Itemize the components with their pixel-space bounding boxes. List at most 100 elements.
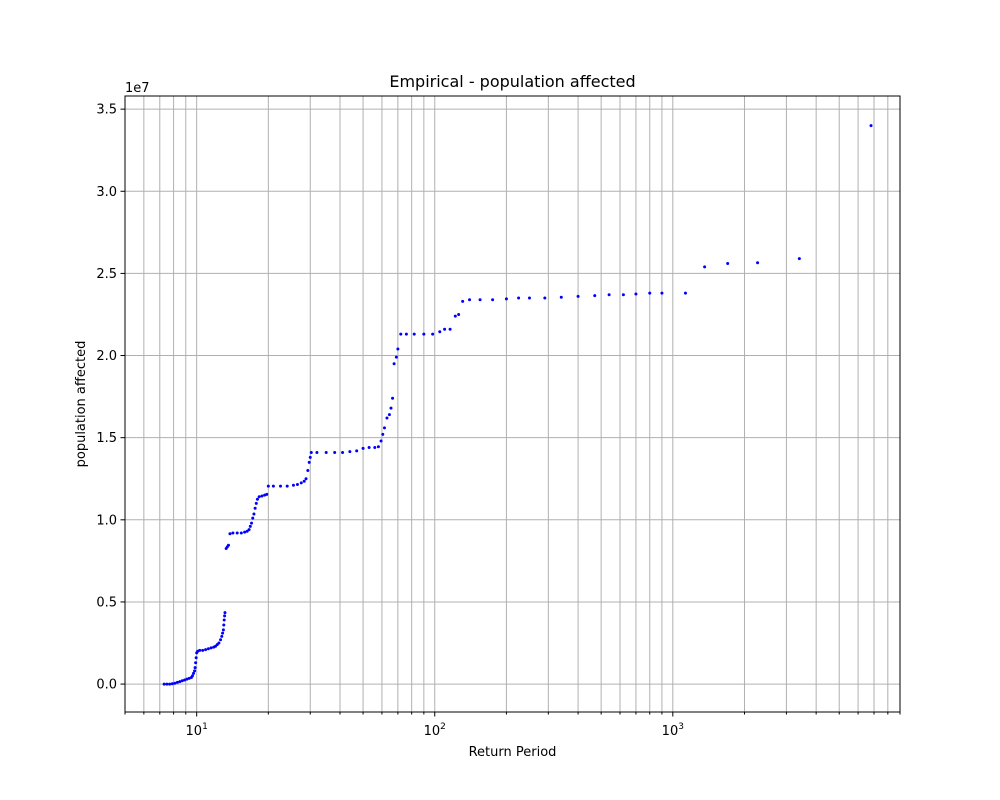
data-point [183,678,187,682]
data-point [396,347,400,351]
data-point [178,680,182,684]
data-point [204,648,208,652]
data-point [193,669,197,673]
data-point [660,291,664,295]
data-point [222,618,226,622]
data-point [193,666,197,670]
data-point [265,492,269,496]
data-point [279,484,283,488]
grid [124,96,901,712]
data-point [422,332,426,336]
data-point [559,295,563,299]
data-point [399,332,403,336]
y-tick-label: 1.0 [96,513,117,528]
x-tick-label: 102 [424,722,446,739]
data-point [306,469,310,473]
data-point [180,679,184,683]
data-point [392,362,396,366]
y-axis-ticks: 0.0 0.5 1.0 1.5 2.0 2.5 3.0 3.5 [96,103,125,693]
data-point [341,450,345,454]
data-point [302,479,306,483]
data-point [387,413,391,417]
data-point [168,682,172,686]
data-point [235,531,239,535]
y-tick-label: 3.5 [96,103,117,118]
data-point [504,297,508,301]
data-point [309,450,313,454]
data-point [307,460,311,464]
data-point [165,682,169,686]
data-point [576,294,580,298]
y-axis-label: population affected [74,341,89,468]
data-point [190,674,194,678]
data-point [223,614,227,618]
data-point [266,484,270,488]
x-axis-label: Return Period [469,745,557,760]
data-point [348,450,352,454]
data-point [443,327,447,331]
data-point [209,646,213,650]
data-point [527,296,531,300]
data-point [593,294,597,298]
data-point [247,528,251,532]
data-point [703,265,707,269]
data-point [226,543,230,547]
data-point [333,450,337,454]
y-tick-label: 3.0 [96,185,117,200]
data-point [756,261,760,265]
data-point [431,332,435,336]
plot-frame [124,95,901,713]
data-point [404,332,408,336]
data-point [162,682,166,686]
data-point [683,291,687,295]
data-point [634,292,638,296]
data-point [194,661,198,665]
data-point [295,482,299,486]
data-point [248,524,252,528]
data-point [257,495,261,499]
data-point [373,446,377,450]
data-point [254,501,258,505]
data-point [221,631,225,635]
data-point [457,312,461,316]
chart-title: Empirical - population affected [389,72,635,91]
data-point [355,449,359,453]
data-point [381,432,385,436]
y-tick-label: 2.0 [96,349,117,364]
data-point [175,680,179,684]
data-point [448,327,452,331]
data-point [221,628,225,632]
data-point [478,298,482,302]
data-point [291,483,295,487]
data-point [252,512,256,516]
data-point [285,484,289,488]
data-point [648,291,652,295]
data-point [201,648,205,652]
data-point [223,611,227,615]
y-tick-label: 1.5 [96,431,117,446]
data-point [194,656,198,660]
data-point [231,531,235,535]
data-point [543,296,547,300]
data-point [219,638,223,642]
y-tick-label: 0.0 [96,678,117,693]
data-point [192,671,196,675]
data-point [304,477,308,481]
data-point [517,296,521,300]
data-point [869,124,873,128]
data-point [376,445,380,449]
data-point [468,298,472,302]
data-point [438,330,442,334]
data-point [250,521,254,525]
data-point [206,647,210,651]
data-point [198,648,202,652]
data-point [255,497,259,501]
data-point [379,439,383,443]
y-offset-label: 1e7 [125,81,150,96]
data-point [220,634,224,638]
y-tick-label: 0.5 [96,595,117,610]
data-point [243,530,247,534]
data-point [461,299,465,303]
